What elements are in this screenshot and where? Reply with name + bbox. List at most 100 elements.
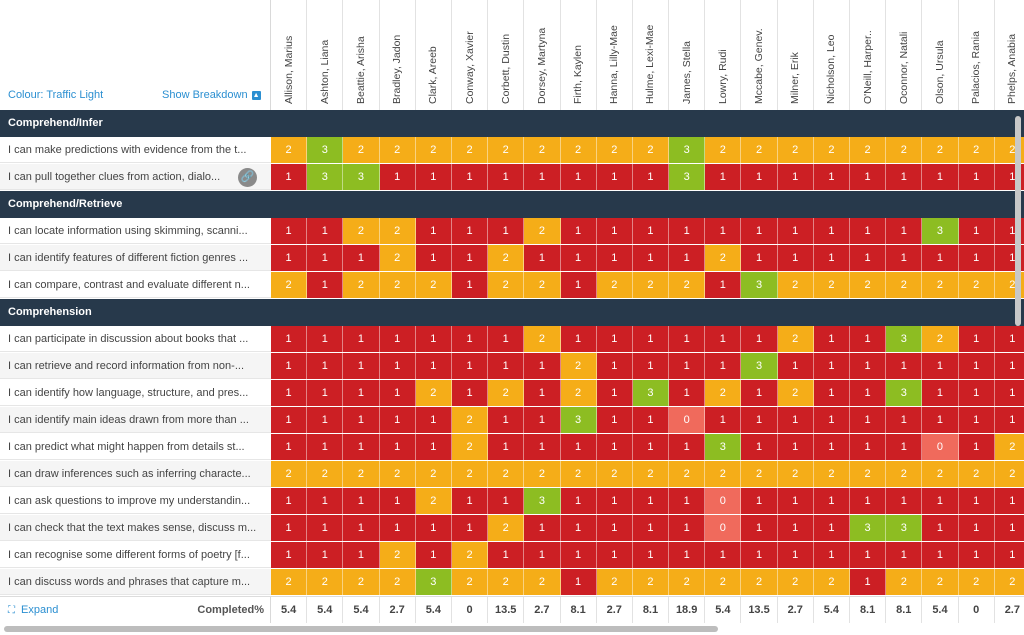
score-cell[interactable]: 2 (451, 542, 489, 568)
score-cell[interactable]: 2 (632, 137, 670, 163)
objective-label[interactable]: I can check that the text makes sense, d… (0, 515, 271, 541)
score-cell[interactable]: 2 (958, 272, 995, 298)
score-cell[interactable]: 1 (271, 326, 308, 352)
score-cell[interactable]: 2 (777, 461, 814, 487)
score-cell[interactable]: 1 (741, 515, 778, 541)
score-cell[interactable]: 2 (850, 272, 887, 298)
score-cell[interactable]: 2 (922, 326, 959, 352)
score-cell[interactable]: 1 (596, 488, 633, 514)
student-column-header[interactable]: Hanna, Lilly-Mae (597, 0, 633, 110)
score-cell[interactable]: 1 (415, 434, 452, 460)
student-column-header[interactable]: Phelps, Anabia (995, 0, 1024, 110)
score-cell[interactable]: 2 (632, 461, 670, 487)
score-cell[interactable]: 2 (488, 245, 525, 271)
score-cell[interactable]: 1 (741, 326, 778, 352)
student-column-header[interactable]: Oconnor, Natali (886, 0, 923, 110)
score-cell[interactable]: 2 (741, 137, 778, 163)
score-cell[interactable]: 1 (451, 272, 489, 298)
score-cell[interactable]: 2 (307, 461, 344, 487)
score-cell[interactable]: 1 (777, 542, 814, 568)
score-cell[interactable]: 1 (958, 245, 995, 271)
score-cell[interactable]: 1 (379, 407, 416, 433)
score-cell[interactable]: 1 (488, 542, 525, 568)
score-cell[interactable]: 2 (379, 461, 416, 487)
score-cell[interactable]: 2 (524, 272, 561, 298)
score-cell[interactable]: 1 (850, 542, 887, 568)
score-cell[interactable]: 1 (271, 407, 308, 433)
score-cell[interactable]: 1 (596, 434, 633, 460)
score-cell[interactable]: 1 (813, 542, 850, 568)
score-cell[interactable]: 1 (994, 515, 1024, 541)
score-cell[interactable]: 1 (922, 164, 959, 190)
score-cell[interactable]: 3 (669, 164, 706, 190)
student-column-header[interactable]: Beattie, Arisha (343, 0, 380, 110)
score-cell[interactable]: 0 (705, 515, 742, 541)
score-cell[interactable]: 1 (922, 353, 959, 379)
student-column-header[interactable]: Nicholson, Leo (814, 0, 850, 110)
score-cell[interactable]: 1 (669, 515, 706, 541)
score-cell[interactable]: 1 (524, 515, 561, 541)
score-cell[interactable]: 1 (451, 353, 489, 379)
score-cell[interactable]: 1 (596, 407, 633, 433)
score-cell[interactable]: 1 (560, 542, 597, 568)
score-cell[interactable]: 2 (813, 137, 850, 163)
score-cell[interactable]: 1 (813, 488, 850, 514)
objective-label[interactable]: I can identify how language, structure, … (0, 380, 271, 406)
score-cell[interactable]: 1 (741, 380, 778, 406)
score-cell[interactable]: 0 (669, 407, 706, 433)
score-cell[interactable]: 2 (488, 515, 525, 541)
score-cell[interactable]: 1 (560, 434, 597, 460)
score-cell[interactable]: 3 (886, 326, 923, 352)
score-cell[interactable]: 2 (886, 461, 923, 487)
score-cell[interactable]: 2 (488, 569, 525, 595)
score-cell[interactable]: 2 (886, 569, 923, 595)
score-cell[interactable]: 1 (813, 164, 850, 190)
score-cell[interactable]: 1 (560, 569, 597, 595)
score-cell[interactable]: 1 (632, 434, 670, 460)
score-cell[interactable]: 2 (958, 569, 995, 595)
score-cell[interactable]: 1 (379, 434, 416, 460)
score-cell[interactable]: 2 (415, 380, 452, 406)
score-cell[interactable]: 1 (741, 245, 778, 271)
score-cell[interactable]: 2 (271, 137, 308, 163)
score-cell[interactable]: 1 (560, 218, 597, 244)
score-cell[interactable]: 1 (524, 380, 561, 406)
score-cell[interactable]: 1 (958, 542, 995, 568)
score-cell[interactable]: 1 (669, 434, 706, 460)
score-cell[interactable]: 1 (451, 515, 489, 541)
score-cell[interactable]: 2 (524, 326, 561, 352)
score-cell[interactable]: 1 (415, 326, 452, 352)
score-cell[interactable]: 2 (705, 380, 742, 406)
score-cell[interactable]: 1 (994, 326, 1024, 352)
student-column-header[interactable]: Clark, Areeb (416, 0, 452, 110)
score-cell[interactable]: 1 (813, 407, 850, 433)
score-cell[interactable]: 2 (596, 569, 633, 595)
score-cell[interactable]: 2 (705, 245, 742, 271)
score-cell[interactable]: 2 (451, 137, 489, 163)
objective-label[interactable]: I can predict what might happen from det… (0, 434, 271, 460)
score-cell[interactable]: 1 (307, 326, 344, 352)
score-cell[interactable]: 3 (741, 272, 778, 298)
score-cell[interactable]: 2 (343, 218, 380, 244)
score-cell[interactable]: 1 (271, 542, 308, 568)
score-cell[interactable]: 1 (451, 164, 489, 190)
score-cell[interactable]: 1 (343, 434, 380, 460)
student-column-header[interactable]: Olson, Ursula (922, 0, 959, 110)
score-cell[interactable]: 1 (705, 542, 742, 568)
score-cell[interactable]: 1 (271, 488, 308, 514)
score-cell[interactable]: 1 (560, 245, 597, 271)
score-cell[interactable]: 2 (451, 434, 489, 460)
objective-label[interactable]: I can retrieve and record information fr… (0, 353, 271, 379)
score-cell[interactable]: 1 (488, 488, 525, 514)
score-cell[interactable]: 1 (850, 218, 887, 244)
score-cell[interactable]: 3 (922, 218, 959, 244)
score-cell[interactable]: 0 (922, 434, 959, 460)
score-cell[interactable]: 1 (958, 488, 995, 514)
score-cell[interactable]: 3 (741, 353, 778, 379)
student-column-header[interactable]: Mccabe, Genev. (741, 0, 778, 110)
score-cell[interactable]: 1 (850, 164, 887, 190)
score-cell[interactable]: 1 (524, 353, 561, 379)
score-cell[interactable]: 2 (379, 569, 416, 595)
score-cell[interactable]: 2 (705, 461, 742, 487)
score-cell[interactable]: 2 (379, 137, 416, 163)
